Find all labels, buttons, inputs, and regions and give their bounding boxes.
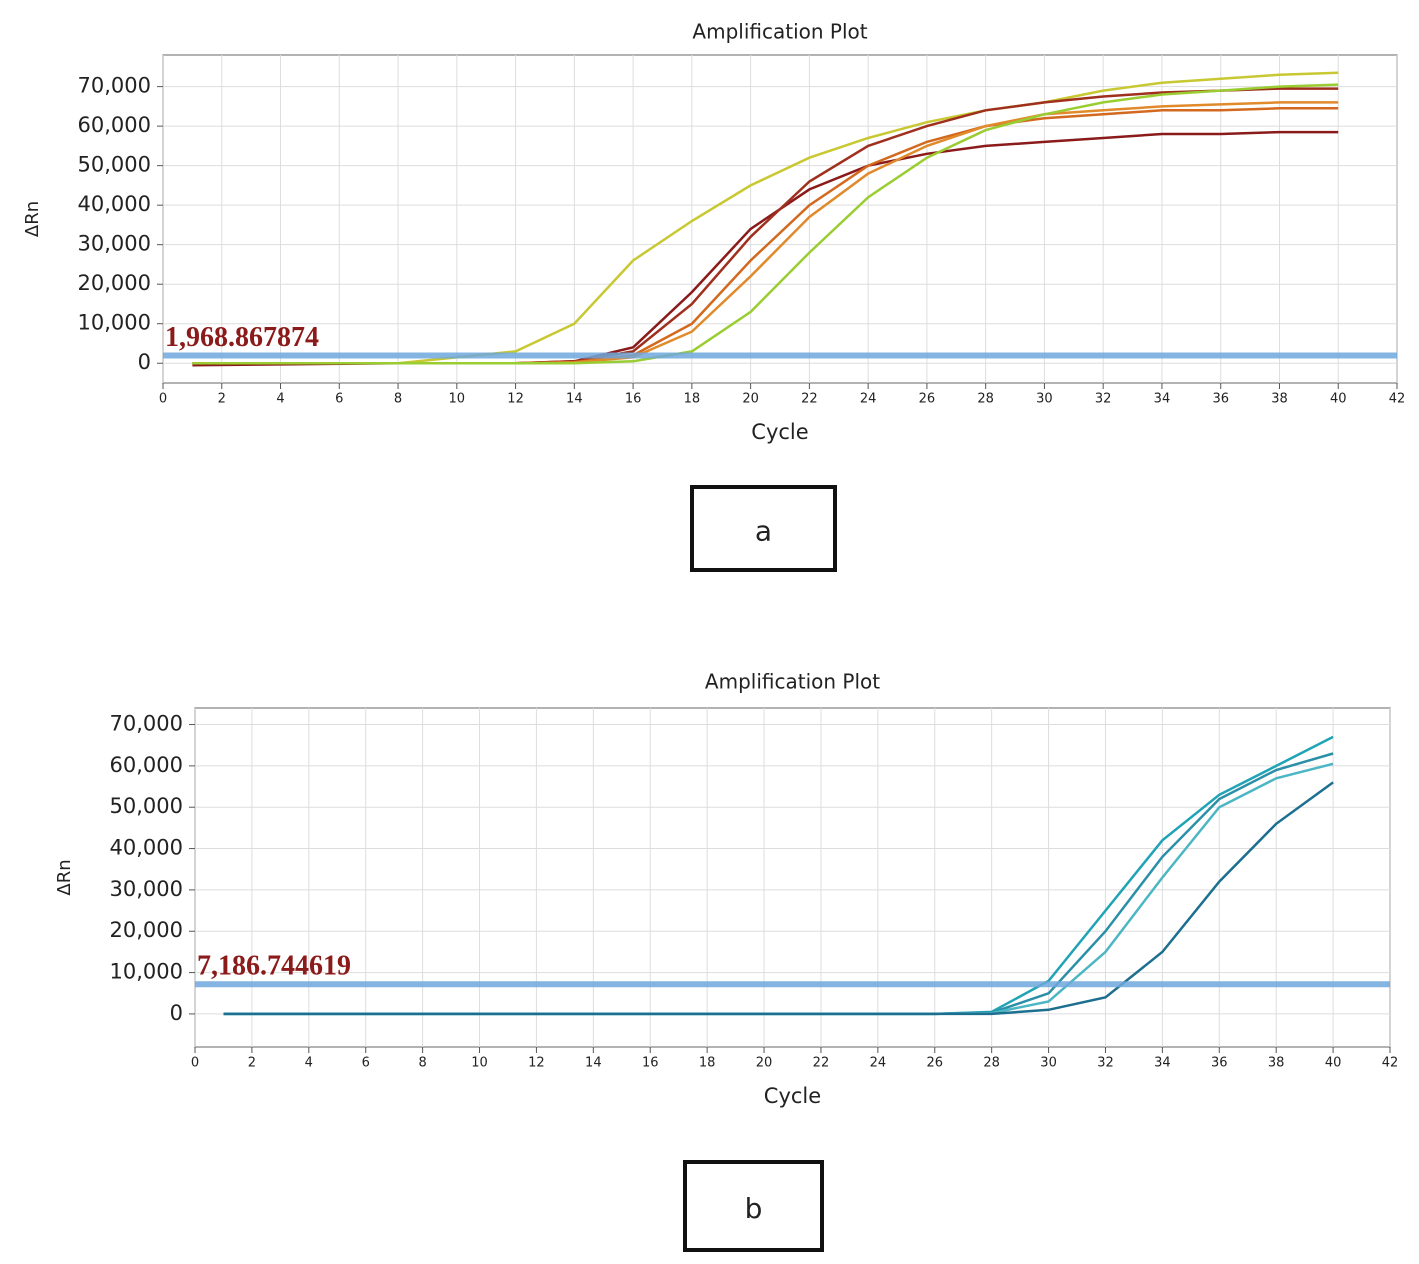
x-tick-label: 26 — [926, 1056, 943, 1071]
x-tick-label: 40 — [1330, 392, 1347, 407]
y-tick-label: 70,000 — [110, 712, 183, 736]
y-tick-label: 60,000 — [78, 113, 151, 137]
x-tick-label: 20 — [742, 392, 759, 407]
y-tick-label: 10,000 — [78, 311, 151, 335]
x-tick-label: 12 — [507, 392, 524, 407]
x-tick-label: 38 — [1268, 1056, 1285, 1071]
x-tick-label: 10 — [449, 392, 466, 407]
y-tick-label: 0 — [170, 1001, 183, 1025]
x-tick-label: 0 — [159, 392, 167, 407]
x-tick-label: 34 — [1154, 392, 1171, 407]
y-tick-label: 70,000 — [78, 74, 151, 98]
x-tick-label: 36 — [1212, 392, 1229, 407]
x-axis-label: Cycle — [751, 420, 808, 444]
x-tick-label: 40 — [1325, 1056, 1342, 1071]
plot-area — [194, 707, 1391, 1048]
panel-box — [683, 1160, 824, 1252]
x-tick-label: 26 — [919, 392, 936, 407]
x-tick-label: 34 — [1154, 1056, 1171, 1071]
y-tick-label: 0 — [138, 350, 151, 374]
x-tick-label: 16 — [625, 392, 642, 407]
x-tick-label: 2 — [248, 1056, 256, 1071]
panel-label: b — [745, 1192, 763, 1225]
y-tick-label: 20,000 — [110, 918, 183, 942]
chart-title: Amplification Plot — [692, 20, 867, 44]
panel-label: a — [755, 515, 772, 548]
x-tick-label: 30 — [1036, 392, 1053, 407]
x-tick-label: 42 — [1389, 392, 1406, 407]
x-axis-label: Cycle — [764, 1084, 821, 1108]
x-tick-label: 22 — [813, 1056, 830, 1071]
y-axis-label: ΔRn — [22, 201, 43, 237]
x-tick-label: 42 — [1382, 1056, 1399, 1071]
x-tick-label: 4 — [276, 392, 284, 407]
x-tick-label: 20 — [756, 1056, 773, 1071]
x-tick-label: 0 — [191, 1056, 199, 1071]
y-tick-label: 60,000 — [110, 753, 183, 777]
y-tick-label: 40,000 — [78, 192, 151, 216]
amplification-curve — [223, 781, 1334, 1016]
x-tick-label: 8 — [394, 392, 402, 407]
x-tick-label: 8 — [418, 1056, 426, 1071]
x-tick-label: 24 — [860, 392, 877, 407]
x-tick-label: 14 — [566, 392, 583, 407]
x-tick-label: 38 — [1271, 392, 1288, 407]
y-tick-label: 40,000 — [110, 836, 183, 860]
x-tick-label: 16 — [642, 1056, 659, 1071]
x-tick-label: 24 — [870, 1056, 887, 1071]
x-tick-label: 10 — [471, 1056, 488, 1071]
x-tick-label: 22 — [801, 392, 818, 407]
x-tick-label: 36 — [1211, 1056, 1228, 1071]
y-axis-label: ΔRn — [54, 859, 75, 895]
y-tick-label: 30,000 — [78, 232, 151, 256]
x-tick-label: 4 — [305, 1056, 313, 1071]
chart-title: Amplification Plot — [705, 670, 880, 694]
y-tick-label: 50,000 — [110, 794, 183, 818]
y-tick-label: 20,000 — [78, 271, 151, 295]
x-tick-label: 18 — [684, 392, 701, 407]
x-tick-label: 2 — [218, 392, 226, 407]
x-tick-label: 6 — [335, 392, 343, 407]
x-tick-label: 32 — [1095, 392, 1112, 407]
amplification-curve — [192, 83, 1339, 365]
x-tick-label: 28 — [983, 1056, 1000, 1071]
x-tick-label: 6 — [362, 1056, 370, 1071]
y-tick-label: 50,000 — [78, 153, 151, 177]
threshold-label: 7,186.744619 — [197, 951, 351, 982]
y-tick-label: 10,000 — [110, 960, 183, 984]
y-tick-label: 30,000 — [110, 877, 183, 901]
x-tick-label: 32 — [1097, 1056, 1114, 1071]
x-tick-label: 12 — [528, 1056, 545, 1071]
x-tick-label: 14 — [585, 1056, 602, 1071]
x-tick-label: 18 — [699, 1056, 716, 1071]
x-tick-label: 28 — [977, 392, 994, 407]
panel-box — [690, 485, 837, 572]
threshold-label: 1,968.867874 — [165, 322, 319, 353]
x-tick-label: 30 — [1040, 1056, 1057, 1071]
